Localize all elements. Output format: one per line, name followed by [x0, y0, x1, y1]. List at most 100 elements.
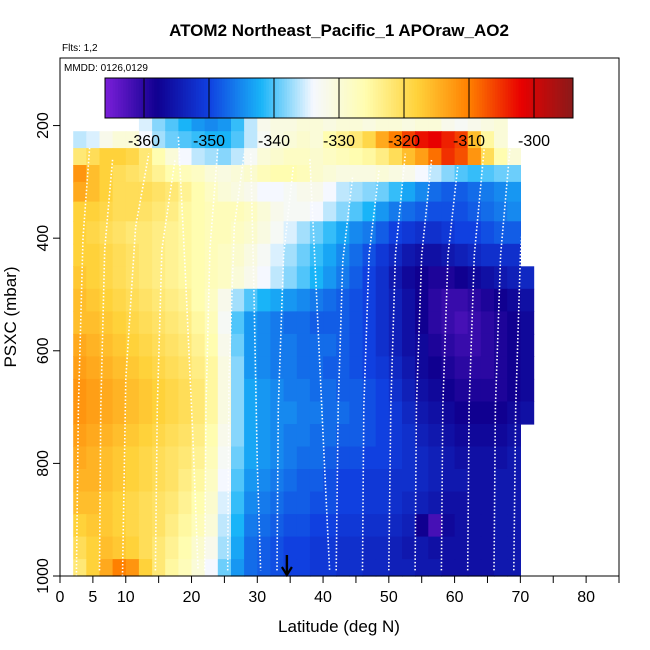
- heatmap-cell: [112, 424, 127, 448]
- colorbar-segment: [141, 78, 145, 118]
- heatmap-cell: [375, 288, 390, 312]
- heatmap-cell: [138, 401, 153, 425]
- heatmap-cell: [362, 288, 377, 312]
- heatmap-cell: [99, 266, 114, 290]
- heatmap-cell: [204, 311, 219, 335]
- heatmap-cell: [323, 446, 337, 470]
- heatmap-cell: [204, 266, 219, 290]
- heatmap-cell: [231, 446, 245, 470]
- heatmap-cell: [454, 131, 469, 149]
- heatmap-cell: [296, 266, 311, 290]
- heatmap-cell: [415, 514, 429, 538]
- colorbar-segment: [427, 78, 431, 118]
- heatmap-cell: [296, 181, 311, 203]
- heatmap-cell: [362, 424, 377, 448]
- heatmap-cell: [296, 201, 311, 222]
- heatmap-cell: [349, 401, 364, 425]
- heatmap-cell: [244, 446, 258, 470]
- heatmap-cell: [480, 491, 495, 515]
- colorbar-segment: [115, 78, 119, 118]
- heatmap-cell: [467, 536, 482, 560]
- y-tick-label: 400: [35, 225, 52, 252]
- heatmap-cell: [125, 559, 140, 577]
- heatmap-cell: [402, 288, 416, 312]
- heatmap-cell: [349, 356, 364, 380]
- x-tick-label: 10: [117, 589, 135, 606]
- colorbar-segment: [474, 78, 478, 118]
- colorbar-segment: [305, 78, 309, 118]
- heatmap-cell: [428, 536, 443, 560]
- heatmap-cell: [362, 333, 377, 357]
- heatmap-cell: [283, 378, 298, 402]
- heatmap-cell: [99, 148, 114, 166]
- heatmap-cell: [415, 559, 429, 577]
- heatmap-cell: [191, 514, 206, 538]
- heatmap-cell: [375, 424, 390, 448]
- heatmap-cell: [480, 559, 495, 577]
- heatmap-cell: [244, 288, 258, 312]
- heatmap-cell: [178, 288, 193, 312]
- heatmap-cell: [86, 559, 101, 577]
- heatmap-cell: [283, 114, 298, 132]
- heatmap-cell: [415, 333, 429, 357]
- heatmap-cell: [244, 311, 258, 335]
- heatmap-cell: [138, 333, 153, 357]
- heatmap-cell: [231, 424, 245, 448]
- heatmap-cell: [165, 311, 179, 335]
- heatmap-cell: [296, 446, 311, 470]
- heatmap-cell: [231, 288, 245, 312]
- heatmap-cell: [494, 514, 508, 538]
- heatmap-cell: [125, 181, 140, 203]
- heatmap-cell: [454, 446, 469, 470]
- heatmap-cell: [257, 356, 272, 380]
- colorbar-segment: [144, 78, 147, 118]
- colorbar-segment: [505, 78, 509, 118]
- heatmap-cell: [204, 288, 219, 312]
- heatmap-cell: [520, 356, 535, 380]
- x-tick-label: 60: [446, 589, 464, 606]
- heatmap-cell: [165, 559, 179, 577]
- heatmap-cell: [402, 514, 416, 538]
- heatmap-cell: [257, 201, 272, 222]
- heatmap-cell: [86, 378, 101, 402]
- heatmap-cell: [454, 288, 469, 312]
- colorbar-segment: [554, 78, 558, 118]
- heatmap-cell: [441, 181, 456, 203]
- heatmap-cell: [231, 114, 245, 132]
- heatmap-cell: [507, 424, 521, 448]
- colorbar-segment: [211, 78, 215, 118]
- heatmap-cell: [388, 356, 403, 380]
- colorbar-segment: [110, 78, 114, 118]
- heatmap-cell: [257, 378, 272, 402]
- colorbar-segment: [183, 78, 186, 118]
- heatmap-cell: [152, 469, 166, 493]
- heatmap-cell: [138, 114, 153, 132]
- heatmap-cell: [375, 356, 390, 380]
- heatmap-cell: [494, 114, 508, 132]
- heatmap-cell: [204, 536, 219, 560]
- heatmap-cell: [204, 131, 219, 149]
- heatmap-cell: [309, 401, 324, 425]
- colorbar-segment: [417, 78, 420, 118]
- heatmap-cell: [428, 491, 443, 515]
- heatmap-cell: [494, 401, 508, 425]
- colorbar-segment: [469, 78, 472, 118]
- heatmap-cell: [191, 266, 206, 290]
- heatmap-cell: [112, 401, 127, 425]
- heatmap-cell: [138, 424, 153, 448]
- heatmap-cell: [178, 311, 193, 335]
- colorbar-segment: [404, 78, 407, 118]
- heatmap-cell: [112, 165, 127, 183]
- heatmap-cell: [349, 165, 364, 183]
- heatmap-cell: [349, 469, 364, 493]
- heatmap-cell: [73, 288, 87, 312]
- heatmap-cell: [217, 356, 232, 380]
- heatmap-cell: [257, 288, 272, 312]
- heatmap-cell: [217, 446, 232, 470]
- heatmap-cell: [231, 469, 245, 493]
- heatmap-cell: [99, 201, 114, 222]
- colorbar-segment: [133, 78, 137, 118]
- heatmap-cell: [99, 401, 114, 425]
- heatmap-cell: [415, 469, 429, 493]
- colorbar-segment: [393, 78, 397, 118]
